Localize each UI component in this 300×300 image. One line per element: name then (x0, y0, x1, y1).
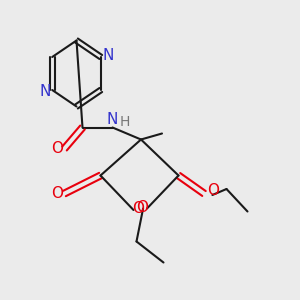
Text: N: N (103, 48, 114, 63)
Text: O: O (207, 183, 219, 198)
Text: O: O (136, 200, 148, 214)
Text: N: N (39, 84, 50, 99)
Text: O: O (132, 201, 144, 216)
Text: N: N (107, 112, 118, 128)
Text: H: H (119, 115, 130, 128)
Text: O: O (51, 186, 63, 201)
Text: O: O (51, 141, 63, 156)
